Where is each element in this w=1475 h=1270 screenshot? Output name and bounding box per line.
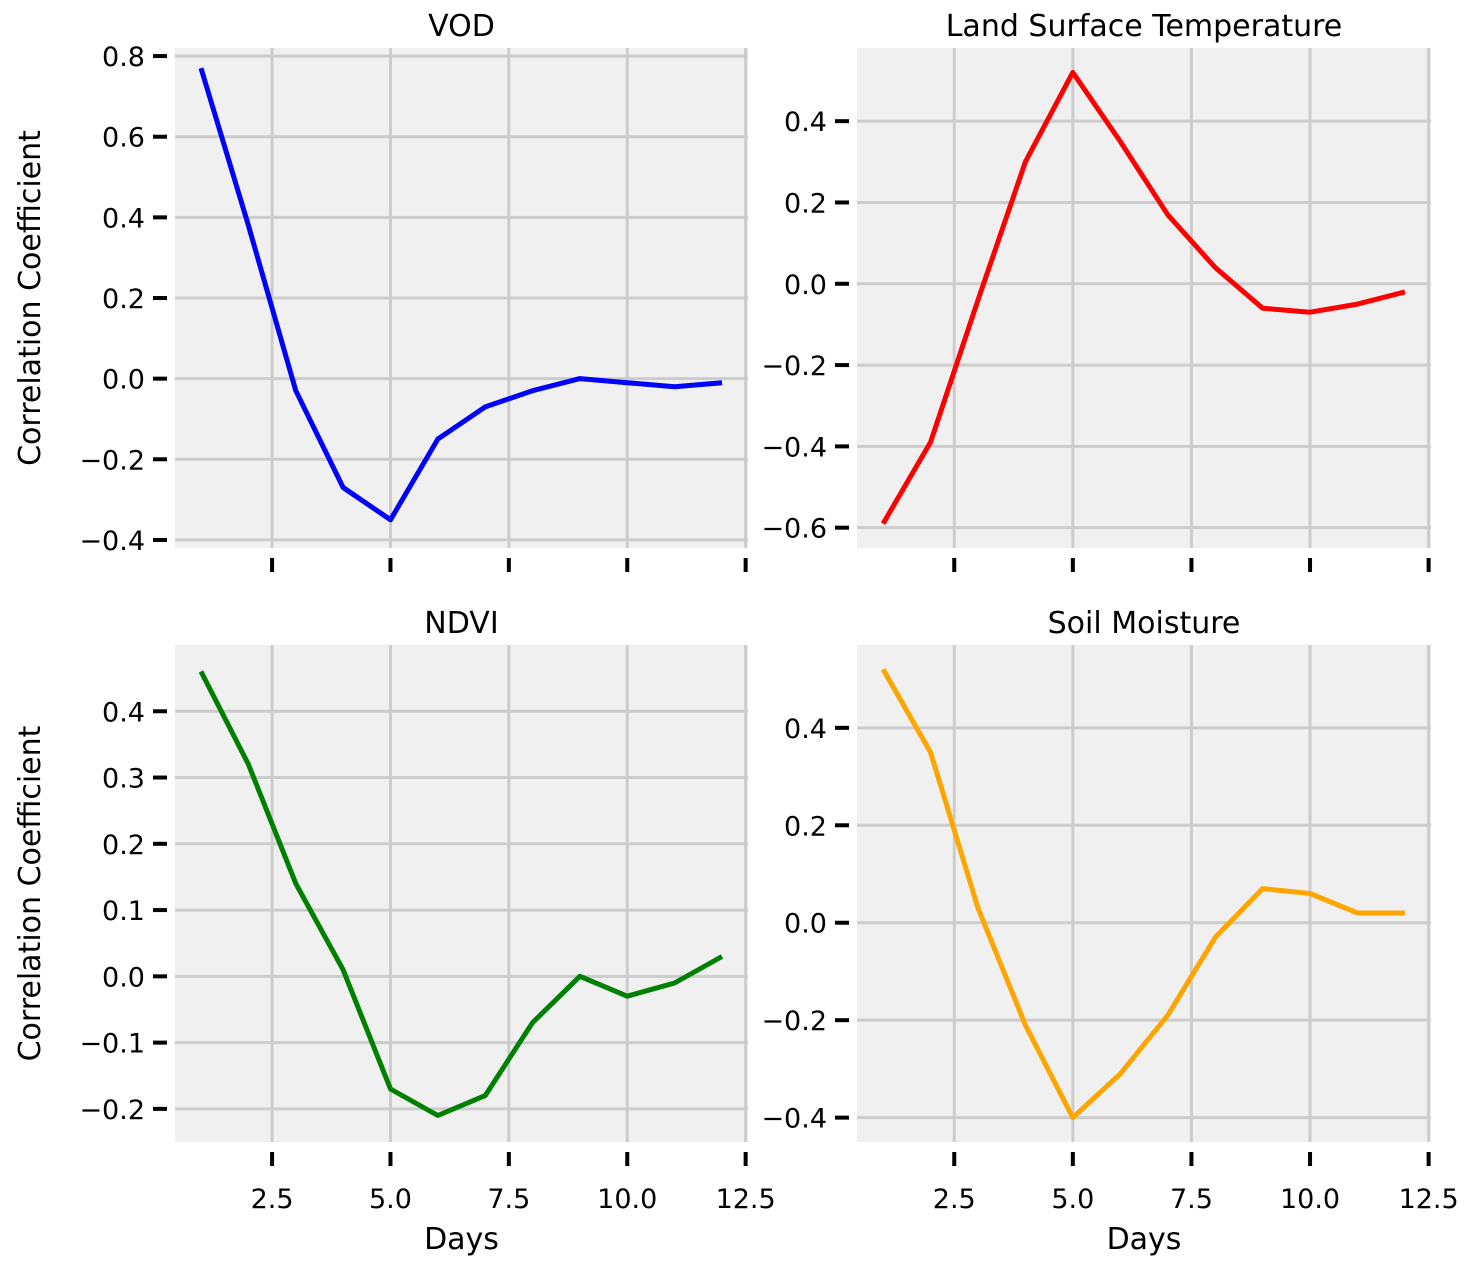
y-tick-label: 0.0	[784, 270, 827, 301]
series-line	[880, 668, 1405, 1121]
y-tick-label: 0.2	[784, 811, 827, 842]
x-axis-label: Days	[1107, 1222, 1182, 1257]
series-line	[880, 69, 1406, 525]
y-tick-label: 0.8	[102, 42, 145, 73]
x-axis-label: Days	[424, 1222, 499, 1257]
series-line	[198, 670, 724, 1118]
y-axis-label: Correlation Coefficient	[13, 725, 48, 1061]
x-tick-label: 10.0	[597, 1184, 657, 1215]
y-tick-label: −0.2	[79, 445, 145, 476]
subplot-2: −0.6 −0.4 −0.2 0.0 0.2 0.4 Land Surface Temper…	[761, 9, 1431, 572]
y-tick-label: −0.4	[79, 526, 145, 557]
subplot-4: −0.4 −0.2 0.0 0.2 0.4 2.5 5.0 7.5 10.0 12.5 Soil M…	[761, 606, 1458, 1257]
y-tick-label: −0.6	[761, 514, 827, 545]
y-tick-label: 0.0	[102, 962, 145, 993]
y-axis-label: Correlation Coefficient	[13, 130, 48, 466]
y-tick-label: −0.1	[79, 1029, 145, 1060]
x-tick-label: 5.0	[1051, 1184, 1094, 1215]
y-tick-label: −0.2	[79, 1095, 145, 1126]
series-line	[198, 67, 723, 523]
x-tick-label: 5.0	[369, 1184, 412, 1215]
subplot-title: VOD	[428, 9, 495, 44]
y-tick-label: 0.4	[102, 203, 145, 234]
y-tick-label: 0.4	[784, 714, 827, 745]
plot-area	[175, 645, 748, 1142]
y-tick-label: 0.2	[102, 284, 145, 315]
y-tick-label: 0.4	[102, 697, 145, 728]
y-tick-label: −0.4	[761, 432, 827, 463]
x-tick-label: 2.5	[933, 1184, 976, 1215]
x-tick-label: 10.0	[1280, 1184, 1340, 1215]
x-tick-label: 2.5	[251, 1184, 294, 1215]
y-tick-label: 0.1	[102, 896, 145, 927]
y-tick-label: −0.2	[761, 1006, 827, 1037]
x-tick-label: 12.5	[716, 1184, 776, 1215]
subplot-title: NDVI	[424, 606, 498, 641]
subplot-3: −0.2 −0.1 0.0 0.1 0.2 0.3 0.4 2.5 5.0 7.5 10.0 12.5…	[13, 606, 776, 1257]
y-tick-label: 0.6	[102, 123, 145, 154]
subplot-title: Land Surface Temperature	[946, 9, 1343, 44]
x-tick-label: 12.5	[1399, 1184, 1459, 1215]
x-tick-label: 7.5	[487, 1184, 530, 1215]
x-tick-label: 7.5	[1170, 1184, 1213, 1215]
plot-area	[857, 48, 1431, 548]
y-tick-label: 0.0	[784, 909, 827, 940]
subplot-title: Soil Moisture	[1048, 606, 1241, 641]
y-tick-label: −0.2	[761, 351, 827, 382]
y-tick-label: 0.2	[784, 188, 827, 219]
y-tick-label: −0.4	[761, 1104, 827, 1135]
y-tick-label: 0.4	[784, 107, 827, 138]
y-tick-label: 0.0	[102, 365, 145, 396]
subplot-1: −0.4 −0.2 0.0 0.2 0.4 0.6 0.8 VOD Correlation Co…	[13, 9, 748, 572]
y-tick-label: 0.2	[102, 830, 145, 861]
y-tick-label: 0.3	[102, 764, 145, 795]
plot-area	[857, 645, 1431, 1142]
